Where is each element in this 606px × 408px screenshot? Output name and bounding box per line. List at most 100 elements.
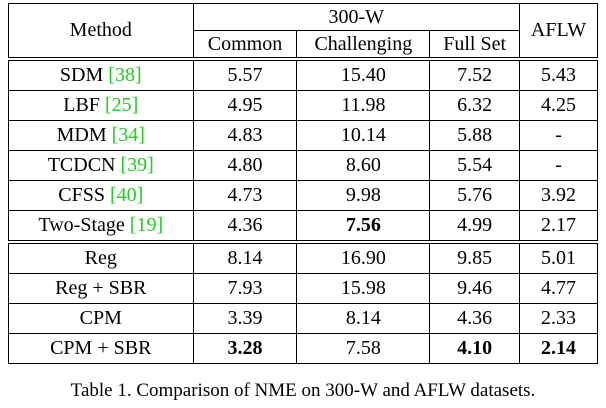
value: 3.39: [227, 307, 263, 329]
value: 4.83: [227, 124, 263, 146]
value: 9.46: [457, 277, 493, 299]
method-cell: Two-Stage [19]: [8, 210, 194, 243]
method-name: MDM: [56, 124, 107, 146]
value: 10.14: [340, 124, 386, 146]
method-cell: Reg + SBR: [8, 273, 194, 304]
value: 9.85: [457, 247, 493, 269]
caption: Table 1. Comparison of NME on 300-W and …: [70, 380, 536, 401]
value-cell: 9.85: [429, 240, 521, 274]
value: 8.14: [345, 307, 381, 329]
value-cell: 3.39: [192, 303, 298, 334]
header-method: Method: [8, 3, 194, 60]
citation: [19]: [129, 214, 164, 236]
value-cell: 5.43: [519, 57, 598, 91]
value: 4.80: [227, 154, 263, 176]
value: 4.36: [227, 214, 263, 236]
value: 5.54: [457, 154, 493, 176]
citation: [34]: [111, 124, 145, 146]
value-cell: -: [519, 120, 598, 151]
value: 7.93: [227, 277, 263, 299]
value-cell: 2.33: [519, 303, 598, 334]
row: TCDCN [39] 4.80 8.60 5.54 -: [8, 150, 598, 181]
value: 5.01: [541, 247, 577, 269]
value-cell: 5.57: [192, 57, 298, 91]
value-cell: 16.90: [296, 240, 431, 274]
value: 4.95: [227, 94, 263, 116]
method-name: Reg: [84, 247, 117, 269]
value: 8.60: [345, 154, 381, 176]
value-cell: 15.98: [296, 273, 431, 304]
value-cell: -: [519, 150, 598, 181]
method-name: CPM: [79, 307, 122, 329]
value-cell: 4.99: [429, 210, 521, 243]
header-group: 300-W: [192, 3, 521, 31]
value-cell: 4.73: [192, 180, 298, 211]
method-name: Reg + SBR: [55, 277, 147, 299]
value: 2.33: [541, 307, 577, 329]
value: 4.73: [227, 184, 263, 206]
value: -: [555, 154, 562, 176]
citation: [40]: [109, 184, 144, 206]
value-cell: 4.77: [519, 273, 598, 304]
value-cell: 2.14: [519, 333, 598, 364]
value-cell: 8.14: [296, 303, 431, 334]
row: Reg 8.14 16.90 9.85 5.01: [8, 240, 598, 274]
value: 15.98: [340, 277, 386, 299]
value-cell: 4.36: [429, 303, 521, 334]
value: 7.52: [457, 64, 493, 86]
citation: [38]: [108, 64, 142, 86]
value-cell: 4.36: [192, 210, 298, 243]
value: 3.92: [541, 184, 577, 206]
value-cell: 9.98: [296, 180, 431, 211]
value-cell: 5.54: [429, 150, 521, 181]
row: Two-Stage [19] 4.36 7.56 4.99 2.17: [8, 210, 598, 243]
method-name: SDM: [59, 64, 104, 86]
row: CPM 3.39 8.14 4.36 2.33: [8, 303, 598, 334]
method-cell: LBF [25]: [8, 90, 194, 121]
value-cell: 5.01: [519, 240, 598, 274]
method-name: Two-Stage: [38, 214, 125, 236]
method-cell: CPM: [8, 303, 194, 334]
row: Reg + SBR 7.93 15.98 9.46 4.77: [8, 273, 598, 304]
row: SDM [38] 5.57 15.40 7.52 5.43: [8, 57, 598, 91]
value-cell: 15.40: [296, 57, 431, 91]
header-column: Full Set: [429, 30, 521, 60]
value: 4.99: [457, 214, 493, 236]
value: 2.17: [541, 214, 577, 236]
value-cell: 6.32: [429, 90, 521, 121]
value-cell: 11.98: [296, 90, 431, 121]
value-cell: 7.52: [429, 57, 521, 91]
method-name: LBF: [63, 94, 100, 116]
value-cell: 2.17: [519, 210, 598, 243]
method-cell: CFSS [40]: [8, 180, 194, 211]
method-cell: Reg: [8, 240, 194, 274]
citation: [25]: [104, 94, 139, 116]
value: 4.10: [457, 337, 493, 359]
value-cell: 9.46: [429, 273, 521, 304]
value: 7.58: [345, 337, 381, 359]
row: LBF [25] 4.95 11.98 6.32 4.25: [8, 90, 598, 121]
value: 2.14: [541, 337, 577, 359]
value: 5.57: [227, 64, 263, 86]
row: CFSS [40] 4.73 9.98 5.76 3.92: [8, 180, 598, 211]
method-cell: TCDCN [39]: [8, 150, 194, 181]
value-cell: 5.88: [429, 120, 521, 151]
value: 11.98: [341, 94, 386, 116]
row: CPM + SBR 3.28 7.58 4.10 2.14: [8, 333, 598, 364]
value: 4.77: [541, 277, 577, 299]
value-cell: 7.93: [192, 273, 298, 304]
value: 5.43: [541, 64, 577, 86]
value-cell: 4.10: [429, 333, 521, 364]
value-cell: 3.92: [519, 180, 598, 211]
value: 8.14: [227, 247, 263, 269]
method-name: CPM + SBR: [50, 337, 152, 359]
method-name: CFSS: [58, 184, 105, 206]
header-column: Challenging: [296, 30, 431, 60]
value: 16.90: [340, 247, 386, 269]
value-cell: 10.14: [296, 120, 431, 151]
citation: [39]: [120, 154, 154, 176]
method-cell: MDM [34]: [8, 120, 194, 151]
value-cell: 5.76: [429, 180, 521, 211]
value-cell: 8.14: [192, 240, 298, 274]
